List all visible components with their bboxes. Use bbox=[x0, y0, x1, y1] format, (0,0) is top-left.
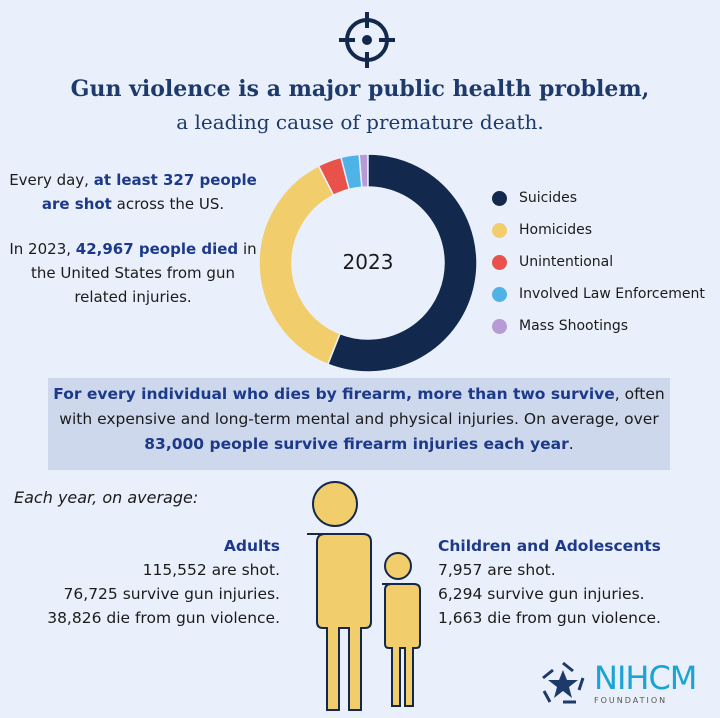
each-year-heading: Each year, on average: bbox=[14, 488, 199, 507]
adults-die: 38,826 die from gun violence. bbox=[47, 609, 280, 627]
adults-title: Adults bbox=[223, 537, 280, 555]
donut-slice-suicides bbox=[326, 153, 478, 373]
children-title: Children and Adolescents bbox=[438, 537, 661, 555]
children-survive: 6,294 survive gun injuries. bbox=[438, 585, 645, 603]
daily-shot-text: Every day, at least 327 people are shot … bbox=[9, 171, 257, 213]
title-line-1: Gun violence is a major public health pr… bbox=[70, 76, 650, 102]
donut-chart: 2023 bbox=[258, 153, 478, 373]
legend-item-involved-law-enforcement: Involved Law Enforcement bbox=[492, 286, 705, 302]
title-line-2: a leading cause of premature death. bbox=[176, 110, 544, 134]
children-die: 1,663 die from gun violence. bbox=[438, 609, 661, 627]
legend-label: Mass Shootings bbox=[519, 318, 629, 334]
crosshair-icon bbox=[339, 12, 395, 68]
legend-swatch bbox=[492, 222, 507, 238]
legend-label: Unintentional bbox=[519, 254, 614, 270]
legend-label: Involved Law Enforcement bbox=[519, 286, 705, 302]
adults-shot: 115,552 are shot. bbox=[142, 561, 280, 579]
legend-item-mass-shootings: Mass Shootings bbox=[492, 318, 628, 334]
logo-name: NIHCM bbox=[594, 658, 697, 697]
donut-center-label: 2023 bbox=[343, 250, 394, 274]
legend-label: Suicides bbox=[519, 190, 578, 206]
children-stats: Children and Adolescents 7,957 are shot.… bbox=[438, 534, 718, 630]
legend-item-homicides: Homicides bbox=[492, 222, 592, 238]
donut-slice-homicides bbox=[258, 164, 341, 366]
logo-sub: FOUNDATION bbox=[594, 695, 668, 705]
adult-child-figures-icon bbox=[307, 481, 421, 711]
children-shot: 7,957 are shot. bbox=[438, 561, 556, 579]
legend-label: Homicides bbox=[519, 222, 593, 238]
adults-stats: Adults 115,552 are shot. 76,725 survive … bbox=[0, 534, 280, 630]
adults-survive: 76,725 survive gun injuries. bbox=[63, 585, 280, 603]
legend-swatch bbox=[492, 318, 507, 334]
donut-slice-involved-law-enforcement bbox=[339, 153, 363, 191]
nihcm-logo: NIHCM FOUNDATION bbox=[538, 658, 697, 708]
legend-swatch bbox=[492, 286, 507, 302]
survivors-callout: For every individual who dies by firearm… bbox=[48, 378, 670, 470]
legend-swatch bbox=[492, 190, 507, 206]
legend-swatch bbox=[492, 254, 507, 270]
donut-slice-unintentional bbox=[317, 156, 351, 197]
legend-item-suicides: Suicides bbox=[492, 190, 577, 206]
deaths-2023-text: In 2023, 42,967 people died in the Unite… bbox=[9, 240, 257, 306]
star-logo-icon bbox=[542, 661, 585, 704]
legend-item-unintentional: Unintentional bbox=[492, 254, 613, 270]
